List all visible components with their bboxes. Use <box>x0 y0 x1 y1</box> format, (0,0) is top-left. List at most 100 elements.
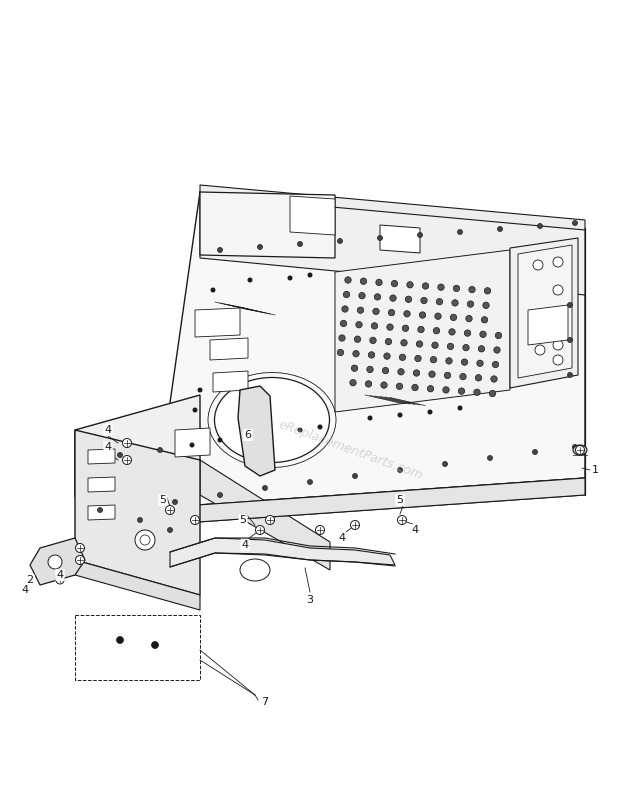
Circle shape <box>483 302 489 309</box>
Circle shape <box>429 371 435 378</box>
Circle shape <box>401 339 407 346</box>
Circle shape <box>339 334 345 341</box>
Circle shape <box>76 556 84 565</box>
Circle shape <box>467 301 474 307</box>
Circle shape <box>247 277 252 282</box>
Text: 5: 5 <box>397 495 404 505</box>
Circle shape <box>418 326 424 333</box>
Circle shape <box>491 376 497 383</box>
Circle shape <box>412 384 418 391</box>
Text: 4: 4 <box>241 540 249 550</box>
Circle shape <box>368 415 373 420</box>
Circle shape <box>476 375 482 381</box>
Circle shape <box>449 329 455 335</box>
Circle shape <box>407 282 413 288</box>
Polygon shape <box>88 449 115 464</box>
Circle shape <box>247 432 252 438</box>
Circle shape <box>151 642 159 649</box>
Circle shape <box>450 314 457 321</box>
Circle shape <box>553 257 563 267</box>
Circle shape <box>405 296 412 302</box>
Circle shape <box>415 355 421 362</box>
Circle shape <box>350 379 356 386</box>
Circle shape <box>464 330 471 336</box>
Text: 6: 6 <box>244 430 252 440</box>
Polygon shape <box>210 338 248 360</box>
Text: 4: 4 <box>412 525 418 535</box>
Ellipse shape <box>215 378 329 463</box>
Polygon shape <box>290 196 335 235</box>
Circle shape <box>391 281 397 287</box>
Polygon shape <box>213 371 248 392</box>
Circle shape <box>157 448 162 452</box>
Polygon shape <box>75 430 200 595</box>
Circle shape <box>353 350 359 357</box>
Circle shape <box>342 306 348 312</box>
Polygon shape <box>238 386 275 476</box>
Circle shape <box>56 576 64 584</box>
Circle shape <box>198 387 203 392</box>
Circle shape <box>489 391 496 397</box>
Circle shape <box>553 285 563 295</box>
Circle shape <box>343 291 350 298</box>
Circle shape <box>460 374 466 380</box>
Circle shape <box>443 461 448 467</box>
Circle shape <box>298 241 303 246</box>
Circle shape <box>218 438 223 443</box>
Circle shape <box>396 383 403 390</box>
Circle shape <box>308 480 312 484</box>
Circle shape <box>399 354 405 361</box>
Polygon shape <box>75 395 200 497</box>
Polygon shape <box>88 505 115 520</box>
Circle shape <box>567 302 572 307</box>
Circle shape <box>265 516 275 525</box>
Circle shape <box>255 525 265 534</box>
Polygon shape <box>518 245 572 378</box>
Circle shape <box>354 336 361 342</box>
Polygon shape <box>510 238 578 388</box>
Circle shape <box>430 357 436 363</box>
Circle shape <box>135 530 155 550</box>
Circle shape <box>371 322 378 329</box>
Circle shape <box>487 456 492 460</box>
Circle shape <box>436 298 443 305</box>
Circle shape <box>433 327 440 334</box>
Circle shape <box>350 520 360 529</box>
Circle shape <box>397 516 407 525</box>
Circle shape <box>484 288 490 294</box>
Circle shape <box>422 283 428 290</box>
Circle shape <box>172 500 177 504</box>
Circle shape <box>123 456 131 464</box>
Circle shape <box>357 307 364 314</box>
Circle shape <box>474 389 480 395</box>
Text: 3: 3 <box>306 595 314 605</box>
Circle shape <box>414 370 420 376</box>
Circle shape <box>495 332 502 338</box>
Polygon shape <box>88 477 115 492</box>
Text: eReplacementParts.com: eReplacementParts.com <box>276 418 424 482</box>
Ellipse shape <box>573 445 587 455</box>
Text: 4: 4 <box>104 425 112 435</box>
Circle shape <box>397 412 402 418</box>
Circle shape <box>387 324 393 330</box>
Circle shape <box>458 406 463 411</box>
Text: 4: 4 <box>104 442 112 452</box>
Circle shape <box>117 637 123 643</box>
Circle shape <box>288 276 293 281</box>
Circle shape <box>190 443 195 448</box>
Circle shape <box>445 372 451 379</box>
Circle shape <box>480 331 486 338</box>
Circle shape <box>553 340 563 350</box>
Circle shape <box>533 449 538 455</box>
Text: 4: 4 <box>339 533 345 543</box>
Polygon shape <box>170 538 395 567</box>
Circle shape <box>461 359 467 365</box>
Circle shape <box>398 369 404 375</box>
Circle shape <box>381 382 388 388</box>
Circle shape <box>397 468 402 472</box>
Polygon shape <box>200 192 335 258</box>
Polygon shape <box>200 192 585 295</box>
Circle shape <box>190 516 200 525</box>
Polygon shape <box>30 538 85 585</box>
Circle shape <box>368 352 374 358</box>
